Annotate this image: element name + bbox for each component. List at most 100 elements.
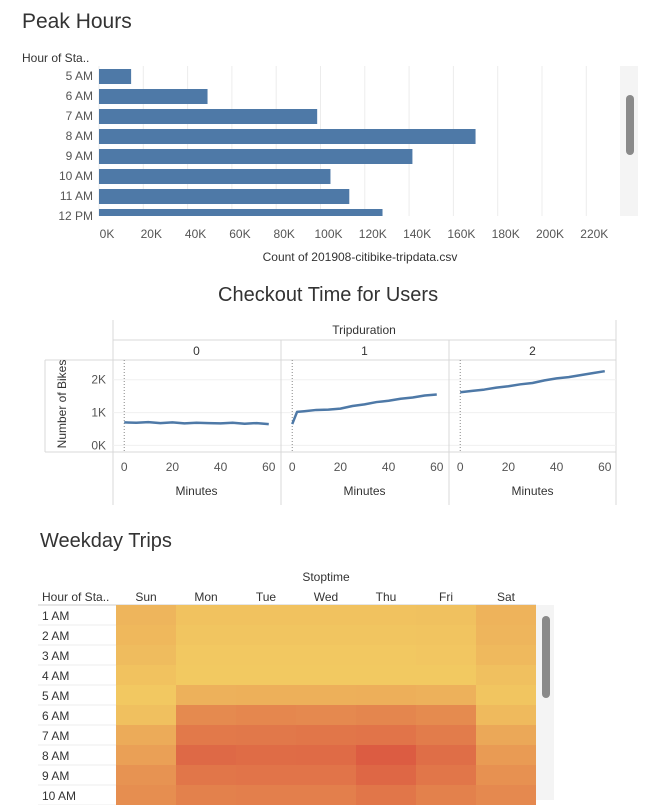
peak-x-axis-label: Count of 201908-citibike-tripdata.csv [263, 250, 458, 264]
weekday-cell [236, 645, 296, 665]
checkout-x-tick-label: 20 [502, 460, 516, 474]
peak-bar [99, 129, 476, 144]
peak-x-tick-label: 100K [314, 227, 342, 241]
weekday-cell [476, 625, 536, 645]
weekday-cell [176, 665, 236, 685]
weekday-column-label: Wed [314, 590, 338, 604]
peak-hours-chart: Hour of Sta.. 5 AM 6 AM 7 AM 8 AM 9 AM 10 AM 1… [22, 51, 635, 264]
weekday-cell [116, 625, 176, 645]
weekday-cell [176, 645, 236, 665]
weekday-cell [176, 625, 236, 645]
checkout-y-axis-label: Number of Bikes [55, 360, 69, 449]
weekday-cell [416, 605, 476, 625]
weekday-column-label: Fri [439, 590, 453, 604]
peak-x-tick-label: 20K [141, 227, 162, 241]
checkout-x-tick-label: 0 [289, 460, 296, 474]
checkout-x-tick-label: 60 [598, 460, 612, 474]
weekday-cell [236, 605, 296, 625]
weekday-cell [356, 665, 416, 685]
weekday-row-label: 1 AM [42, 609, 69, 623]
weekday-cell [416, 665, 476, 685]
weekday-cell [236, 745, 296, 765]
weekday-row-label: 8 AM [42, 749, 69, 763]
weekday-cell [296, 665, 356, 685]
peak-y-tick-label: 9 AM [66, 149, 93, 163]
weekday-cell [296, 705, 356, 725]
peak-bar [99, 109, 318, 124]
checkout-x-axis-label: Minutes [175, 484, 217, 498]
checkout-x-tick-label: 60 [430, 460, 444, 474]
checkout-column-header: Tripduration [332, 323, 396, 337]
weekday-cell [356, 725, 416, 745]
weekday-cell [356, 625, 416, 645]
checkout-x-tick-label: 60 [262, 460, 276, 474]
weekday-row-label: 10 AM [42, 789, 76, 803]
weekday-cell [116, 605, 176, 625]
weekday-cell [476, 705, 536, 725]
weekday-cell [356, 765, 416, 785]
weekday-cell [116, 645, 176, 665]
weekday-column-label: Tue [256, 590, 277, 604]
checkout-y-tick-label: 2K [91, 373, 106, 387]
checkout-x-tick-label: 40 [550, 460, 564, 474]
weekday-cell [236, 785, 296, 805]
weekday-cell [296, 725, 356, 745]
checkout-series-line [460, 369, 605, 394]
weekday-cell [236, 665, 296, 685]
weekday-row-label: 6 AM [42, 709, 69, 723]
weekday-cell [416, 765, 476, 785]
weekday-cell [416, 705, 476, 725]
weekday-cell [116, 785, 176, 805]
weekday-row-label: 4 AM [42, 669, 69, 683]
peak-x-tick-label: 80K [274, 227, 295, 241]
peak-x-tick-label: 220K [580, 227, 608, 241]
peak-x-tick-label: 40K [185, 227, 206, 241]
weekday-cell [176, 685, 236, 705]
checkout-x-tick-label: 20 [334, 460, 348, 474]
checkout-x-axis-label: Minutes [511, 484, 553, 498]
weekday-cell [176, 605, 236, 625]
weekday-cell [356, 705, 416, 725]
weekday-column-label: Sat [497, 590, 516, 604]
weekday-cell [236, 705, 296, 725]
peak-bar [99, 149, 413, 164]
checkout-x-tick-label: 20 [166, 460, 180, 474]
peak-scrollbar-thumb[interactable] [626, 95, 634, 155]
weekday-cell [416, 625, 476, 645]
weekday-cell [476, 745, 536, 765]
checkout-panel-header: 0 [193, 344, 200, 358]
weekday-cell [476, 665, 536, 685]
checkout-panel-header: 2 [529, 344, 536, 358]
weekday-cell [296, 685, 356, 705]
peak-bar [99, 209, 383, 216]
weekday-cell [116, 725, 176, 745]
weekday-cell [176, 785, 236, 805]
weekday-cell [476, 765, 536, 785]
checkout-y-tick-label: 0K [91, 438, 106, 452]
peak-y-tick-label: 8 AM [66, 129, 93, 143]
weekday-cell [116, 685, 176, 705]
checkout-x-tick-label: 0 [457, 460, 464, 474]
weekday-cell [296, 745, 356, 765]
weekday-row-label: 7 AM [42, 729, 69, 743]
peak-bar [99, 69, 132, 84]
peak-x-tick-label: 60K [229, 227, 250, 241]
weekday-cell [116, 705, 176, 725]
weekday-cell [296, 625, 356, 645]
peak-y-tick-label: 10 AM [59, 169, 93, 183]
checkout-title: Checkout Time for Users [218, 284, 439, 306]
peak-bar [99, 89, 208, 104]
weekday-cell [476, 645, 536, 665]
weekday-cell [416, 685, 476, 705]
weekday-cell [296, 645, 356, 665]
weekday-row-label: 3 AM [42, 649, 69, 663]
checkout-x-axis-label: Minutes [343, 484, 385, 498]
checkout-x-tick-label: 40 [382, 460, 396, 474]
peak-x-tick-label: 120K [359, 227, 387, 241]
weekday-cell [356, 785, 416, 805]
weekday-column-label: Thu [376, 590, 397, 604]
weekday-scrollbar-thumb[interactable] [542, 616, 550, 698]
weekday-cell [176, 745, 236, 765]
checkout-x-tick-label: 0 [121, 460, 128, 474]
